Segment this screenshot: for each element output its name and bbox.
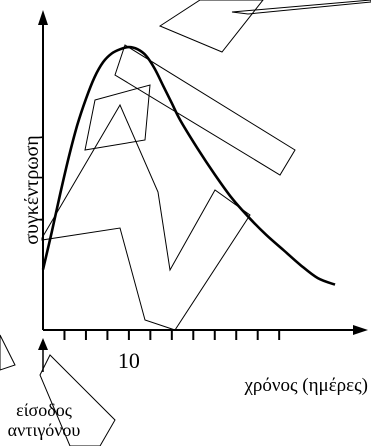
decor-shape: [84, 84, 151, 151]
x-tick-label: 10: [118, 348, 140, 373]
decor-shape: [39, 354, 116, 446]
decor-shape: [158, 0, 264, 53]
x-tick-labels: 10: [118, 348, 140, 373]
x-axis-label: χρόνος (ημέρες): [243, 375, 368, 396]
decor-shape: [231, 0, 371, 15]
decor-shape: [41, 103, 251, 331]
x-axis-arrow: [353, 325, 368, 335]
antigen-entry-arrow: [38, 338, 48, 350]
series-line: [41, 45, 336, 286]
axes: [42, 22, 355, 331]
decor-shape: [0, 334, 16, 371]
y-axis-label: συγκέντρωση: [21, 135, 43, 244]
antigen-entry-label: αντιγόνου: [8, 420, 81, 440]
antigen-entry-label: είσοδος: [16, 400, 72, 420]
decor-shape: [114, 44, 296, 176]
x-ticks: [63, 330, 281, 340]
y-axis-arrow: [38, 10, 48, 25]
